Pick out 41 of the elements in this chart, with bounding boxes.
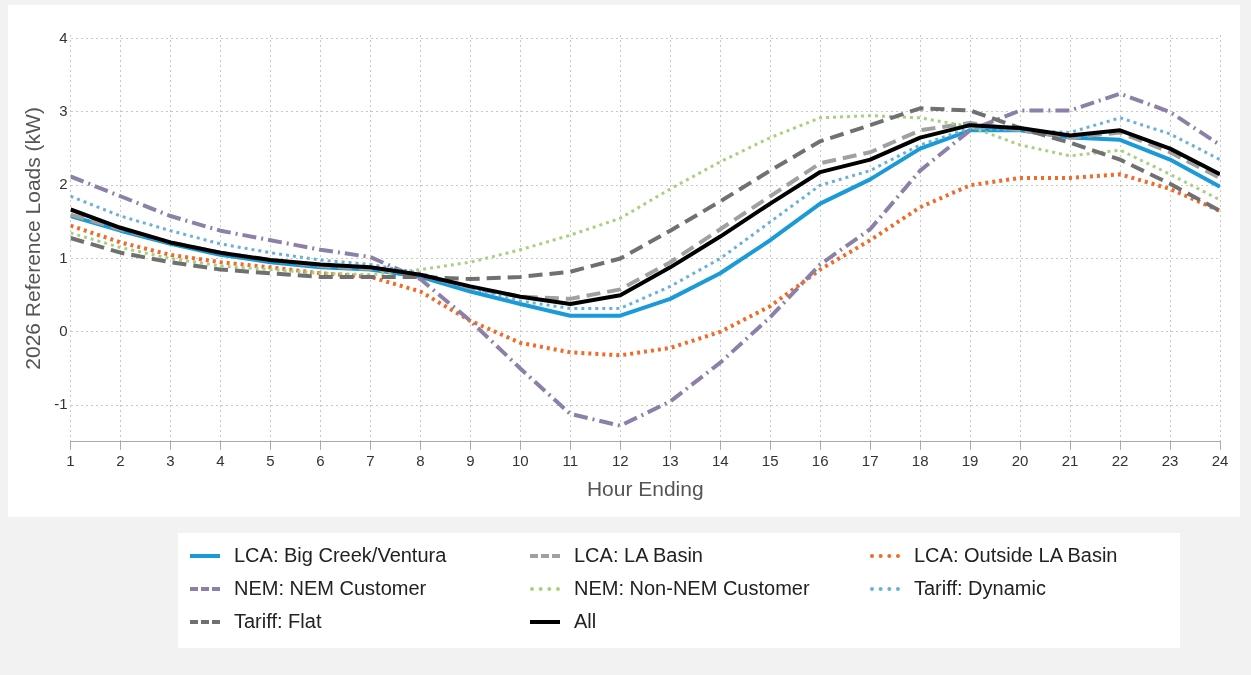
legend-label: LCA: LA Basin (574, 544, 703, 567)
x-tick-label: 3 (166, 451, 175, 469)
x-tick-label: 20 (1011, 451, 1029, 469)
y-tick-label: 3 (59, 102, 68, 120)
x-tick-label: 13 (661, 451, 679, 469)
legend-label: NEM: NEM Customer (234, 577, 427, 600)
y-tick-label: 1 (59, 248, 68, 266)
x-axis-title: Hour Ending (586, 477, 704, 501)
legend-label: All (574, 610, 597, 633)
y-tick-label: -1 (54, 395, 68, 413)
legend-label: Tariff: Flat (234, 610, 322, 633)
x-tick-label: 12 (611, 451, 629, 469)
y-axis-title: 2026 Reference Loads (kW) (21, 107, 45, 370)
x-tick-label: 4 (216, 451, 225, 469)
legend-label: LCA: Big Creek/Ventura (234, 544, 447, 567)
x-tick-label: 6 (316, 451, 325, 469)
x-tick-label: 5 (266, 451, 275, 469)
line-series (70, 91, 1220, 428)
x-tick-label: 18 (911, 451, 929, 469)
y-tick-label: 4 (59, 28, 68, 46)
x-tick-label: 19 (961, 451, 979, 469)
x-tick-label: 10 (511, 451, 529, 469)
x-tick-label: 15 (761, 451, 779, 469)
y-tick-label: 0 (59, 321, 68, 339)
x-tick-label: 11 (562, 451, 579, 469)
x-tick-label: 22 (1111, 451, 1129, 469)
x-tick-label: 7 (366, 451, 375, 469)
x-tick-label: 8 (416, 451, 425, 469)
x-tick-label: 14 (711, 451, 729, 469)
legend-label: Tariff: Dynamic (914, 577, 1046, 600)
legend-label: LCA: Outside LA Basin (914, 544, 1118, 567)
y-tick-label: 2 (59, 175, 68, 193)
x-tick-label: 17 (861, 451, 879, 469)
x-tick-label: 24 (1211, 451, 1229, 469)
x-tick-label: 2 (116, 451, 125, 469)
x-tick-label: 9 (466, 451, 475, 469)
legend-label: NEM: Non-NEM Customer (574, 577, 810, 600)
x-tick-label: 23 (1161, 451, 1179, 469)
line-series (70, 172, 1220, 358)
x-tick-label: 21 (1061, 451, 1079, 469)
x-tick-label: 16 (811, 451, 829, 469)
